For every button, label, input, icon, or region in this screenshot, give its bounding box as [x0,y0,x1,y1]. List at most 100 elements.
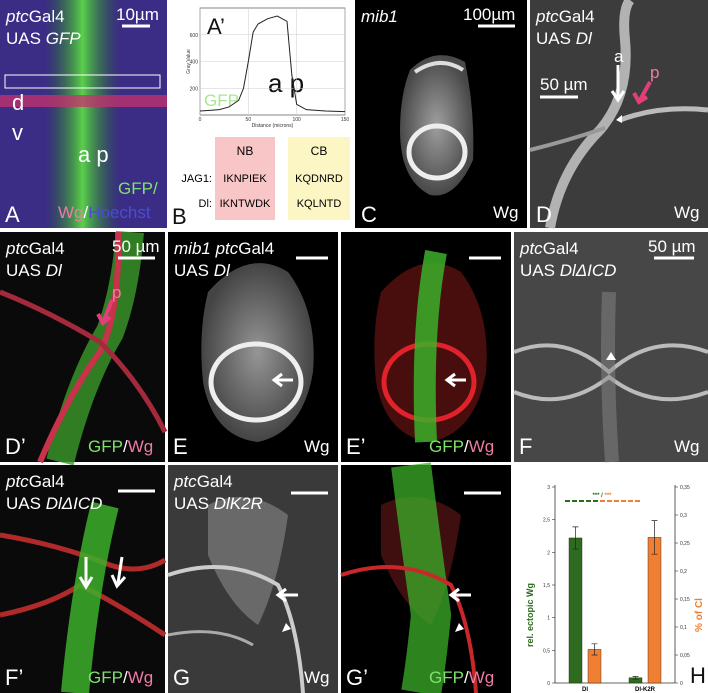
stain: Wg [304,668,330,687]
stain: Wg/Hoechst [58,203,151,222]
y-tick-label: 3 [547,485,550,491]
y-tick-label: 2 [547,550,550,556]
genotype: ptcGal4 [173,472,233,491]
sequence: IKNTWDK [220,198,271,210]
column-header: NB [237,144,254,158]
stain: GFP/ [118,179,158,198]
scale-label: 10µm [116,5,159,24]
panel-g: ptcGal4 UAS DlK2R Wg G [167,465,338,693]
y2-tick-label: 0,35 [680,485,690,491]
scale-label: 100µm [463,5,515,24]
panel-letter: D [536,202,552,227]
y-axis-label: rel. ectopic Wg [525,583,535,647]
panel-d-prime: 50 µm ptcGal4 UAS Dl p GFP/Wg D’ [0,230,168,466]
panel-a: 10µm ptcGal4 UAS GFP d v a p GFP/ Wg/Hoe… [0,0,167,228]
panel-f-prime: ptcGal4 UAS DlΔICD GFP/Wg F’ [0,465,167,693]
construct: UAS Dl [6,261,63,280]
genotype: ptcGal4 [519,239,579,258]
x-tick-label: Dl [582,687,588,693]
y-tick-label: 200 [190,86,199,92]
row-label: Dl: [199,198,212,210]
panel-f: 50 µm ptcGal4 UAS DlΔICD Wg F [513,232,708,463]
panel-letter: F [519,434,532,459]
x-tick-label: 150 [341,117,350,123]
sequence: KQDNRD [295,173,343,185]
stain: Wg [674,203,700,222]
y2-tick-label: 0,1 [680,625,687,631]
x-tick-label: 50 [246,117,252,123]
construct: UAS Dl [174,261,231,280]
stain: Wg [304,437,330,456]
panel-letter: A’ [207,14,225,39]
genotype: mib1 ptcGal4 [174,239,274,258]
anterior-label: a [614,47,624,66]
x-tick-label: 0 [199,117,202,123]
posterior-label: p [112,283,121,302]
profile-line [199,15,346,113]
panel-d: 50 µm ptcGal4 UAS Dl a p Wg D [529,0,708,229]
sequence: KQLNTD [297,198,342,210]
stain: GFP/Wg [88,668,153,687]
error-bar [591,643,598,656]
panel-c: 100µm mib1 Wg C [355,0,527,228]
panel-e-prime: GFP/Wg E’ [341,232,511,462]
genotype: mib1 [361,7,398,26]
row-label: JAG1: [181,173,212,185]
panel-letter: F’ [5,665,23,690]
genotype: ptcGal4 [5,7,65,26]
panel-letter: A [5,202,20,227]
bar [647,537,662,684]
genotype: ptcGal4 [5,472,65,491]
construct: UAS DlK2R [174,494,263,513]
column-header: CB [311,144,328,158]
y-tick-label: 0 [547,681,550,687]
genotype: ptcGal4 [535,7,595,26]
construct: UAS DlΔICD [6,494,102,513]
y-tick-label: 0,5 [543,648,550,654]
stain: GFP/Wg [88,437,153,456]
y2-tick-label: 0,25 [680,541,690,547]
y2-axis-label: % of Cl [694,598,705,632]
construct: UAS DlΔICD [520,261,616,280]
channel-label: GFP [204,91,239,110]
panel-e: mib1 ptcGal4 UAS Dl Wg E [168,232,338,462]
stain: Wg [493,203,519,222]
construct: UAS Dl [536,29,593,48]
y-tick-label: 600 [190,33,199,39]
posterior-label: p [650,63,659,82]
stain: GFP/Wg [429,668,494,687]
panel-g-prime: GFP/Wg G’ [340,462,511,693]
panel-letter: C [361,202,377,227]
construct: UAS GFP [6,29,81,48]
panel-a-prime: A’ a p GFP [204,14,304,110]
bar [568,537,583,684]
panel-letter: H [690,663,706,688]
y2-tick-label: 0,15 [680,597,690,603]
y2-tick-label: 0,2 [680,569,687,575]
ventral-label: v [12,120,23,145]
error-bar [651,520,658,555]
stain: GFP/Wg [429,437,494,456]
x-tick-label: 100 [292,117,301,123]
sequence: IKNPIEK [223,173,267,185]
panel-letter: G [173,665,190,690]
y2-tick-label: 0,05 [680,653,690,659]
scale-label: 50 µm [648,237,696,256]
scale-label: 50 µm [112,237,160,256]
panel-letter: B [172,204,187,229]
genotype: ptcGal4 [5,239,65,258]
x-tick-label: Dl-K2R [635,687,656,693]
ap-label: a p [78,142,109,167]
error-bar [572,526,579,550]
error-bar [632,676,639,680]
panel-letter: E’ [346,434,366,459]
y-tick-label: 1,5 [543,583,550,589]
panel-letter: G’ [346,665,368,690]
y-tick-label: 2,5 [543,518,550,524]
x-axis-label: Distance (microns) [252,123,294,129]
panel-b: NB CB JAG1: IKNPIEK KQDNRD Dl: IKNTWDK K… [172,137,350,229]
annotation: *** / *** [592,493,612,499]
y-tick-label: 400 [190,60,199,66]
stain: Wg [674,437,700,456]
